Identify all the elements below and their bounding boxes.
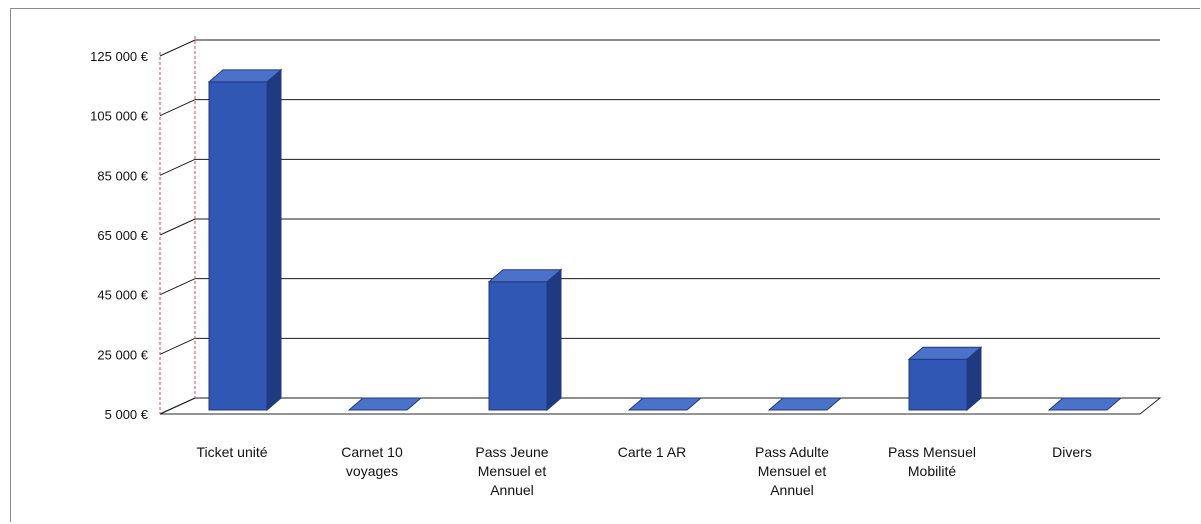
- chart-frame: [10, 8, 1200, 522]
- bar-top: [207, 69, 283, 83]
- wall-gridline: [159, 39, 196, 57]
- wall-gridline: [159, 278, 196, 296]
- x-tick-label: Carnet 10 voyages: [341, 444, 403, 479]
- y-tick-label: 25 000 €: [97, 347, 148, 362]
- wall-gridline: [159, 218, 196, 236]
- wall-gridline: [159, 99, 196, 117]
- bar: [208, 81, 268, 411]
- y-tick-label: 125 000 €: [90, 49, 149, 64]
- x-tick-label: Carte 1 AR: [618, 444, 686, 460]
- x-tick-label: Ticket unité: [196, 444, 267, 460]
- x-tick-label: Pass Adulte Mensuel et Annuel: [755, 444, 829, 498]
- bar: [1047, 397, 1123, 411]
- bar-top: [907, 346, 983, 360]
- y-tick-label: 5 000 €: [105, 407, 149, 422]
- bar: [627, 397, 703, 411]
- wall-gridline: [159, 158, 196, 176]
- x-tick-label: Pass Mensuel Mobilité: [888, 444, 976, 479]
- y-tick-label: 85 000 €: [97, 168, 148, 183]
- x-tick-label: Pass Jeune Mensuel et Annuel: [475, 444, 548, 498]
- bar: [488, 281, 548, 411]
- y-tick-label: 105 000 €: [90, 109, 149, 124]
- bar: [347, 397, 423, 411]
- y-tick-label: 65 000 €: [97, 228, 148, 243]
- bar-side: [546, 268, 562, 412]
- bar: [767, 397, 843, 411]
- y-tick-label: 45 000 €: [97, 288, 148, 303]
- bar-top: [487, 269, 563, 283]
- x-tick-label: Divers: [1052, 444, 1092, 460]
- bar-side: [266, 68, 282, 412]
- wall-gridline: [159, 397, 196, 415]
- wall-gridline: [159, 337, 196, 355]
- bar: [908, 358, 968, 411]
